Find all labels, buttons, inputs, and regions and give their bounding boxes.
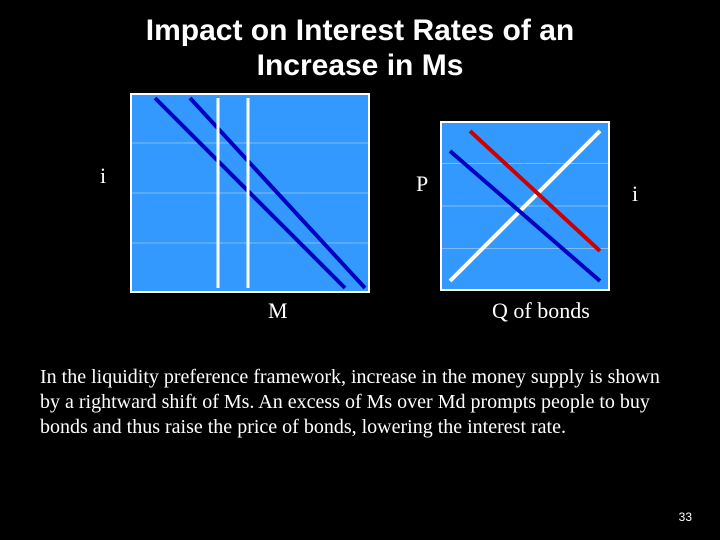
body-text: In the liquidity preference framework, i… — [40, 365, 680, 440]
charts-row: i M P i Q of bonds — [0, 93, 720, 333]
slide-title: Impact on Interest Rates of an Increase … — [0, 0, 720, 83]
left-y-axis-label: i — [100, 163, 106, 189]
right-right-axis-label: i — [632, 181, 638, 207]
left-chart-svg — [130, 93, 370, 293]
right-chart-svg — [440, 121, 610, 291]
right-x-axis-label: Q of bonds — [492, 298, 590, 324]
title-line-1: Impact on Interest Rates of an — [0, 14, 720, 49]
title-line-2: Increase in Ms — [0, 49, 720, 84]
left-chart — [130, 93, 370, 293]
page-number: 33 — [679, 510, 692, 524]
left-x-axis-label: M — [268, 298, 288, 324]
right-left-axis-label: P — [416, 171, 428, 197]
right-chart — [440, 121, 610, 291]
